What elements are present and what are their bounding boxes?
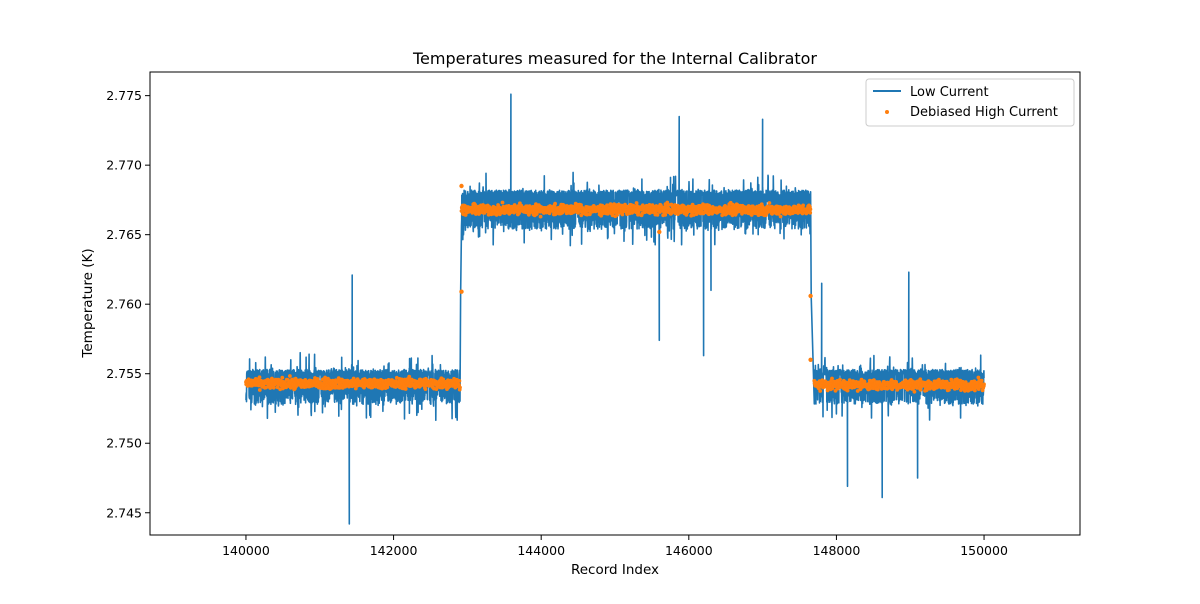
legend: Low Current Debiased High Current <box>865 78 1075 127</box>
high-current-point <box>976 375 981 380</box>
high-current-point <box>838 377 842 382</box>
high-current-point <box>694 211 699 216</box>
y-tick-label: 2.755 <box>106 366 142 381</box>
x-axis-label: Record Index <box>571 562 659 578</box>
high-current-point <box>458 385 462 390</box>
high-current-point <box>538 214 543 219</box>
high-current-point <box>257 375 262 380</box>
high-current-point <box>271 385 276 390</box>
high-current-point <box>657 229 662 235</box>
high-current-point <box>315 377 320 381</box>
high-current-point <box>875 387 880 392</box>
high-current-point <box>889 378 894 382</box>
high-current-point <box>655 213 660 217</box>
high-current-point <box>403 387 408 391</box>
low-current-line <box>245 93 985 525</box>
high-current-point <box>275 385 280 390</box>
high-current-point <box>808 210 813 215</box>
x-tick-label: 150000 <box>960 543 1008 558</box>
high-current-point <box>872 378 876 382</box>
x-tick-label: 144000 <box>517 543 565 558</box>
plot-frame <box>149 71 1081 536</box>
high-current-point <box>778 214 783 219</box>
high-current-point <box>599 213 603 218</box>
high-current-point <box>937 377 941 382</box>
high-current-point <box>833 388 838 393</box>
high-current-point <box>534 202 538 207</box>
high-current-point <box>663 213 668 217</box>
legend-box <box>865 78 1075 127</box>
y-tick-label: 2.750 <box>106 436 142 451</box>
high-current-point <box>385 385 390 389</box>
high-current-point <box>979 378 984 383</box>
high-current-point <box>407 374 412 379</box>
y-axis: 2.745 2.750 2.755 2.760 2.765 2.770 2.775 <box>106 88 150 520</box>
chart-title: Temperatures measured for the Internal C… <box>412 49 817 68</box>
legend-label-low-current: Low Current <box>910 85 989 100</box>
legend-point-swatch <box>885 110 889 114</box>
high-current-point <box>808 357 813 362</box>
high-current-point <box>918 387 923 392</box>
x-tick-label: 142000 <box>370 543 418 558</box>
legend-label-high-current: Debiased High Current <box>910 105 1058 120</box>
high-current-point <box>500 200 505 205</box>
high-current-point <box>459 183 464 189</box>
x-tick-label: 148000 <box>813 543 861 558</box>
plot-area <box>244 93 986 525</box>
high-current-point <box>553 201 557 206</box>
high-current-point <box>808 293 813 299</box>
high-current-point <box>634 201 639 205</box>
high-current-point <box>845 388 850 393</box>
high-current-point <box>973 388 977 393</box>
high-current-point <box>740 211 744 216</box>
high-current-point <box>723 204 727 208</box>
high-current-point <box>912 389 917 394</box>
high-current-point <box>982 382 986 387</box>
high-current-point <box>353 386 358 391</box>
high-current-point <box>512 203 517 207</box>
y-tick-label: 2.745 <box>106 505 142 520</box>
high-current-point <box>605 203 609 208</box>
high-current-point <box>280 375 285 380</box>
y-axis-label: Temperature (K) <box>80 248 96 358</box>
high-current-point <box>862 379 867 384</box>
high-current-points <box>244 183 986 394</box>
high-current-point <box>423 387 428 391</box>
x-axis: 140000 142000 144000 146000 148000 150000 <box>222 535 1008 558</box>
y-tick-label: 2.765 <box>106 227 142 242</box>
high-current-point <box>918 377 923 382</box>
y-tick-label: 2.760 <box>106 297 142 312</box>
high-current-point <box>767 201 772 205</box>
high-current-point <box>288 374 292 378</box>
high-current-point <box>818 389 823 393</box>
high-current-point <box>947 388 951 392</box>
y-tick-label: 2.770 <box>106 158 142 173</box>
high-current-point <box>494 213 499 217</box>
high-current-point <box>441 377 446 382</box>
high-current-point <box>830 376 834 381</box>
high-current-point <box>707 212 711 217</box>
high-current-point <box>963 389 967 393</box>
x-tick-label: 146000 <box>665 543 713 558</box>
y-tick-label: 2.775 <box>106 88 142 103</box>
x-tick-label: 140000 <box>222 543 270 558</box>
high-current-point <box>579 213 584 218</box>
high-current-point <box>801 203 805 208</box>
high-current-point <box>459 289 464 294</box>
high-current-point <box>666 202 671 207</box>
high-current-point <box>457 379 462 383</box>
high-current-point <box>257 388 262 392</box>
high-current-point <box>808 207 813 212</box>
